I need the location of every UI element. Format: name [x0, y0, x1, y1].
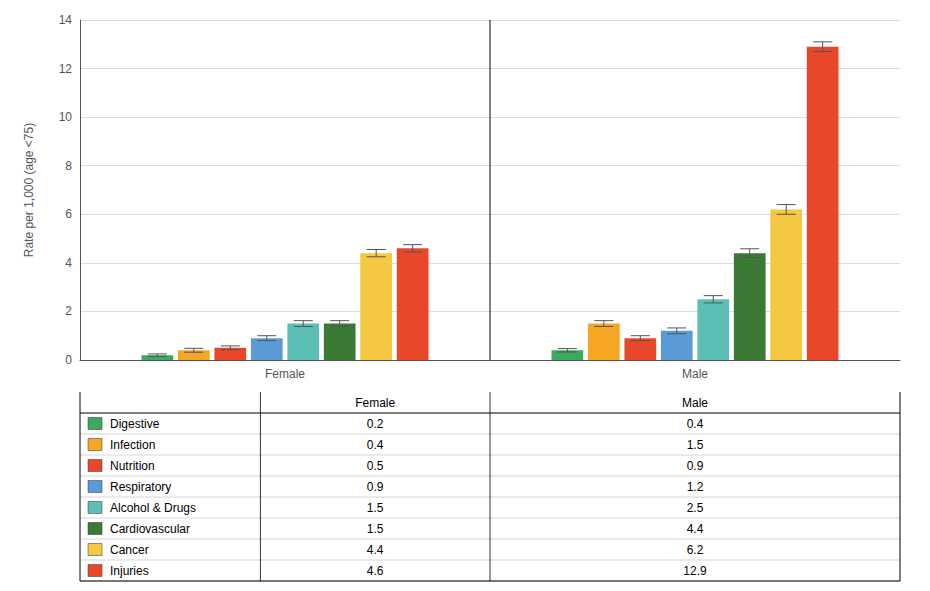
- svg-text:Digestive: Digestive: [110, 417, 160, 431]
- svg-text:Rate per 1,000 (age <75): Rate per 1,000 (age <75): [22, 123, 36, 257]
- svg-text:10: 10: [59, 110, 73, 124]
- svg-text:4: 4: [65, 256, 72, 270]
- svg-text:6.2: 6.2: [687, 543, 704, 557]
- svg-text:Cardiovascular: Cardiovascular: [110, 522, 190, 536]
- svg-text:Alcohol & Drugs: Alcohol & Drugs: [110, 501, 196, 515]
- svg-text:8: 8: [65, 159, 72, 173]
- svg-text:Female: Female: [265, 367, 305, 381]
- svg-text:Nutrition: Nutrition: [110, 459, 155, 473]
- svg-text:6: 6: [65, 207, 72, 221]
- svg-text:1.5: 1.5: [367, 522, 384, 536]
- svg-text:Male: Male: [682, 396, 708, 410]
- svg-text:2: 2: [65, 304, 72, 318]
- svg-text:0.4: 0.4: [687, 417, 704, 431]
- svg-text:1.5: 1.5: [687, 438, 704, 452]
- svg-text:1.5: 1.5: [367, 501, 384, 515]
- svg-text:0.4: 0.4: [367, 438, 384, 452]
- svg-text:Infection: Infection: [110, 438, 155, 452]
- svg-text:14: 14: [59, 13, 73, 27]
- svg-text:0.2: 0.2: [367, 417, 384, 431]
- svg-text:4.4: 4.4: [687, 522, 704, 536]
- svg-text:4.4: 4.4: [367, 543, 384, 557]
- svg-text:Injuries: Injuries: [110, 564, 149, 578]
- svg-text:12: 12: [59, 62, 73, 76]
- svg-text:4.6: 4.6: [367, 564, 384, 578]
- svg-text:12.9: 12.9: [683, 564, 707, 578]
- svg-text:1.2: 1.2: [687, 480, 704, 494]
- svg-text:0.5: 0.5: [367, 459, 384, 473]
- svg-text:Female: Female: [355, 396, 395, 410]
- svg-text:Cancer: Cancer: [110, 543, 149, 557]
- svg-text:Respiratory: Respiratory: [110, 480, 171, 494]
- svg-text:0.9: 0.9: [367, 480, 384, 494]
- svg-text:0: 0: [65, 353, 72, 367]
- svg-text:Male: Male: [682, 367, 708, 381]
- svg-text:2.5: 2.5: [687, 501, 704, 515]
- svg-text:0.9: 0.9: [687, 459, 704, 473]
